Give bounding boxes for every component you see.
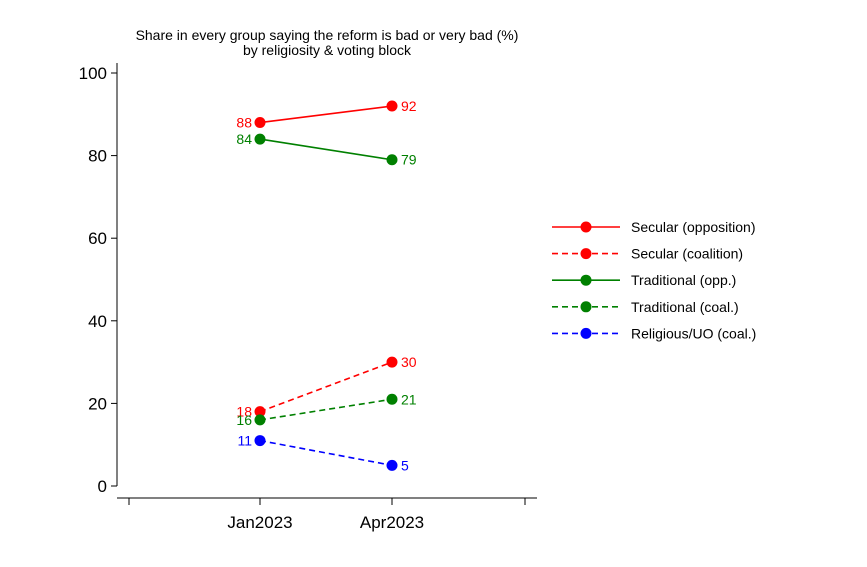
data-label: 21 (401, 391, 417, 407)
y-tick-label: 0 (98, 477, 107, 496)
axes: 0 20 40 60 80 100 Jan2023 Apr2023 (79, 63, 537, 532)
legend-label: Traditional (coal.) (631, 299, 739, 315)
legend-item-1: Secular (coalition) (552, 246, 743, 262)
legend-item-4: Religious/UO (coal.) (552, 325, 756, 341)
chart-subtitle: by religiosity & voting block (243, 42, 412, 58)
legend-item-0: Secular (opposition) (552, 219, 756, 235)
legend-marker (580, 301, 592, 313)
legend-marker (580, 248, 592, 260)
data-point (254, 435, 266, 447)
data-point (386, 356, 398, 368)
data-point (254, 133, 266, 145)
legend-label: Secular (coalition) (631, 246, 743, 262)
legend-label: Traditional (opp.) (631, 272, 736, 288)
legend-marker (580, 274, 592, 286)
series-line (259, 361, 393, 413)
data-label: 18 (236, 404, 252, 420)
y-tick-label: 20 (88, 394, 107, 413)
series-2: 84 79 (236, 131, 416, 168)
legend-item-3: Traditional (coal.) (552, 299, 739, 315)
series-4: 11 5 (237, 433, 409, 474)
legend-label: Religious/UO (coal.) (631, 325, 756, 341)
data-point (386, 100, 398, 112)
x-tick-label: Apr2023 (360, 513, 424, 532)
data-point (254, 414, 266, 426)
data-label: 5 (401, 457, 409, 473)
data-label: 88 (236, 115, 252, 131)
data-label: 30 (401, 354, 417, 370)
y-tick-label: 100 (79, 64, 107, 83)
data-label: 92 (401, 98, 417, 114)
legend-marker (580, 221, 592, 233)
y-tick-label: 80 (88, 147, 107, 166)
data-label: 79 (401, 152, 417, 168)
y-tick-label: 40 (88, 312, 107, 331)
data-label: 84 (236, 131, 252, 147)
series-0: 88 92 (236, 98, 416, 131)
data-point (386, 154, 398, 166)
legend-marker (580, 327, 592, 339)
data-point (386, 393, 398, 405)
y-tick-label: 60 (88, 229, 107, 248)
legend-label: Secular (opposition) (631, 219, 756, 235)
series-line (259, 398, 393, 421)
series-line (259, 439, 393, 467)
series-line (259, 138, 393, 161)
data-label: 16 (236, 412, 252, 428)
chart-title: Share in every group saying the reform i… (136, 27, 519, 43)
legend: Secular (opposition) Secular (coalition) T… (552, 219, 756, 341)
data-point (386, 459, 398, 471)
data-point (254, 406, 266, 418)
data-point (254, 117, 266, 129)
legend-item-2: Traditional (opp.) (552, 272, 736, 288)
x-tick-label: Jan2023 (227, 513, 292, 532)
series-line (259, 105, 393, 124)
data-label: 11 (237, 433, 252, 449)
